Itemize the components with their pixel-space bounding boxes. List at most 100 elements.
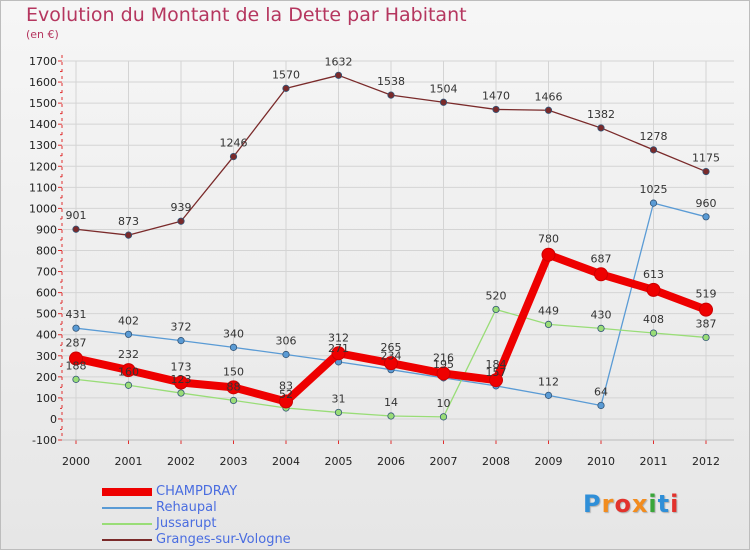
data-point — [229, 396, 238, 405]
data-point — [597, 401, 605, 410]
x-tick-label: 2012 — [692, 455, 720, 468]
data-label: 64 — [594, 385, 608, 398]
y-tick-label: 1300 — [29, 139, 57, 152]
logo-letter: x — [631, 490, 649, 518]
x-tick-label: 2004 — [272, 455, 300, 468]
data-label: 687 — [591, 252, 612, 265]
data-point — [177, 217, 185, 225]
y-tick-label: 400 — [36, 329, 57, 342]
x-tick-label: 2007 — [430, 455, 458, 468]
data-point — [174, 375, 188, 390]
data-label: 184 — [486, 358, 507, 371]
data-label: 112 — [538, 375, 559, 388]
data-point — [177, 337, 185, 345]
data-point — [177, 389, 185, 397]
x-tick-label: 2005 — [325, 455, 353, 468]
data-point — [436, 366, 451, 381]
data-point — [439, 98, 448, 106]
data-label: 173 — [171, 361, 192, 374]
data-point — [72, 375, 80, 383]
grid — [62, 60, 734, 441]
data-label: 312 — [328, 331, 349, 344]
y-tick-label: 1000 — [29, 202, 57, 215]
data-label: 1246 — [220, 137, 248, 150]
data-label: 14 — [384, 396, 398, 409]
data-point — [597, 324, 605, 333]
chart-subtitle: (en €) — [26, 28, 59, 41]
data-label: 1175 — [692, 152, 720, 165]
data-point — [649, 146, 658, 154]
data-point — [279, 394, 293, 409]
data-point — [544, 320, 553, 329]
data-label: 1538 — [377, 75, 405, 88]
data-label: 83 — [279, 379, 293, 392]
data-label: 195 — [433, 358, 454, 371]
legend-swatch — [102, 488, 152, 496]
y-tick-label: 100 — [36, 392, 57, 405]
data-label: 216 — [433, 351, 454, 364]
y-tick-label: 1400 — [29, 118, 57, 131]
data-point — [544, 391, 553, 399]
data-label: 188 — [66, 359, 87, 372]
data-label: 1504 — [430, 82, 458, 95]
data-label: 234 — [381, 350, 402, 363]
data-label: 430 — [591, 308, 612, 321]
x-tick-label: 2000 — [62, 455, 90, 468]
legend-swatch — [102, 523, 152, 525]
data-point — [544, 106, 553, 114]
proxiti-logo: Proxiti — [583, 490, 679, 518]
data-point — [121, 363, 136, 378]
data-label: 780 — [538, 233, 559, 246]
series-lines — [69, 71, 713, 421]
x-tick-label: 2006 — [377, 455, 405, 468]
data-label: 150 — [223, 365, 244, 378]
y-tick-label: 1100 — [29, 181, 57, 194]
y-tick-label: 700 — [36, 266, 57, 279]
data-point — [226, 380, 241, 395]
data-label: 520 — [486, 289, 507, 302]
data-point — [334, 408, 343, 417]
legend-swatch — [102, 507, 152, 509]
data-label: 123 — [171, 373, 192, 386]
data-label: 88 — [227, 380, 241, 393]
data-label: 31 — [332, 392, 346, 405]
data-point — [646, 282, 661, 297]
data-label: 1470 — [482, 89, 510, 102]
data-point — [702, 333, 710, 342]
data-point — [229, 343, 238, 351]
logo-letter: o — [614, 490, 632, 518]
data-label: 306 — [276, 335, 297, 348]
data-point — [387, 91, 395, 99]
y-tick-label: 800 — [36, 245, 57, 258]
data-point — [334, 71, 343, 79]
data-label: 901 — [66, 209, 87, 222]
axes: -100 0 100 200 300 400 500 600 700 800 900 1000 1100… — [29, 55, 734, 468]
data-point — [649, 329, 658, 337]
data-label: 1632 — [325, 55, 353, 68]
chart-title: Evolution du Montant de la Dette par Hab… — [26, 4, 467, 26]
logo-letter: i — [670, 490, 680, 518]
data-point — [702, 213, 710, 221]
data-label: 265 — [381, 341, 402, 354]
logo-letter: r — [601, 490, 615, 518]
x-tick-label: 2008 — [482, 455, 510, 468]
data-point — [489, 373, 503, 388]
data-label: 160 — [118, 365, 139, 378]
data-label: 340 — [223, 327, 244, 340]
y-tick-label: 1200 — [29, 160, 57, 173]
data-labels: 431 402 372 340 306 271 234 195 157 112 64 1025 960 1… — [66, 55, 721, 410]
x-tick-label: 2003 — [220, 455, 248, 468]
data-label: 1278 — [640, 130, 668, 143]
legend-label: CHAMPDRAY — [156, 484, 238, 499]
data-label: 10 — [437, 397, 451, 410]
data-label: 232 — [118, 348, 139, 361]
data-label: 271 — [328, 342, 349, 355]
data-label: 157 — [486, 366, 507, 379]
legend-label: Granges-sur-Vologne — [156, 532, 291, 547]
data-label: 613 — [643, 268, 664, 281]
data-point — [124, 330, 133, 338]
logo-letter: t — [657, 490, 671, 518]
data-point — [597, 124, 605, 132]
